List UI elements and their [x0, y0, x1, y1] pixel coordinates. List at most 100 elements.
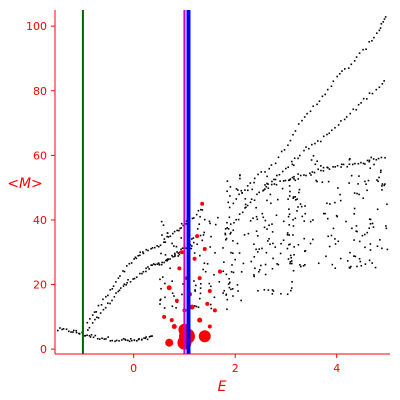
black-data-point	[198, 297, 201, 300]
black-data-point	[160, 287, 162, 290]
black-data-point	[289, 178, 292, 180]
black-data-point	[232, 202, 235, 205]
black-data-point	[264, 263, 267, 266]
black-data-point	[349, 112, 352, 115]
black-data-point	[98, 338, 101, 340]
black-data-point	[124, 339, 127, 341]
black-data-point	[95, 311, 98, 313]
black-data-point	[300, 205, 303, 208]
black-data-point	[330, 234, 333, 237]
black-data-point	[239, 174, 241, 176]
black-data-point	[373, 163, 375, 166]
black-data-point	[224, 228, 227, 230]
black-data-point	[273, 178, 275, 181]
black-data-point	[364, 163, 366, 165]
black-data-point	[255, 230, 258, 232]
black-data-point	[174, 255, 176, 258]
black-data-point	[214, 252, 216, 254]
black-data-point	[287, 166, 290, 169]
black-data-point	[264, 219, 267, 222]
black-data-point	[327, 166, 329, 169]
black-data-point	[289, 139, 292, 142]
y-tick-label: 20	[33, 279, 47, 292]
black-data-point	[336, 164, 339, 167]
black-data-point	[299, 265, 302, 268]
black-data-point	[121, 339, 123, 341]
black-data-point	[154, 263, 156, 266]
black-data-point	[340, 166, 342, 168]
black-data-point	[266, 228, 268, 230]
black-data-point	[355, 225, 358, 227]
black-data-point	[113, 295, 116, 298]
black-data-point	[241, 192, 243, 194]
black-data-point	[119, 287, 122, 289]
black-data-point	[337, 124, 340, 126]
black-data-point	[292, 234, 294, 236]
black-data-point	[243, 234, 246, 236]
black-data-point	[194, 289, 196, 291]
black-data-point	[289, 261, 292, 263]
black-data-point	[238, 193, 240, 196]
black-data-point	[371, 262, 373, 264]
black-data-point	[223, 289, 226, 292]
black-data-point	[247, 232, 250, 235]
black-data-point	[354, 162, 356, 165]
black-data-point	[275, 183, 278, 186]
black-data-point	[176, 229, 178, 232]
black-data-point	[281, 187, 284, 190]
black-data-point	[274, 178, 277, 181]
black-data-point	[263, 226, 266, 229]
black-data-point	[253, 255, 256, 258]
black-data-point	[266, 175, 268, 178]
black-data-point	[229, 195, 231, 197]
red-data-point	[202, 247, 207, 252]
black-data-point	[366, 231, 369, 234]
black-data-point	[182, 283, 184, 285]
x-tick-label: 2	[232, 362, 239, 375]
black-data-point	[264, 273, 267, 276]
black-data-point	[241, 211, 244, 214]
black-data-point	[357, 183, 359, 185]
black-data-point	[365, 48, 367, 51]
black-data-point	[312, 155, 315, 157]
black-data-point	[332, 166, 334, 168]
black-data-point	[325, 255, 327, 258]
black-data-point	[346, 260, 349, 262]
black-data-point	[199, 254, 201, 257]
black-data-point	[382, 21, 385, 23]
black-data-point	[277, 198, 279, 201]
black-data-point	[145, 270, 147, 273]
black-data-point	[337, 187, 339, 189]
black-data-point	[367, 179, 370, 182]
black-data-point	[267, 187, 270, 190]
black-data-point	[174, 254, 176, 256]
black-data-point	[195, 305, 198, 308]
red-data-point	[179, 250, 184, 255]
black-data-point	[381, 189, 383, 191]
black-data-point	[362, 162, 365, 165]
black-data-point	[355, 230, 358, 232]
black-data-point	[358, 193, 360, 196]
black-data-point	[72, 331, 74, 333]
black-data-point	[253, 243, 255, 245]
black-data-point	[65, 328, 68, 331]
black-data-point	[334, 126, 336, 129]
black-data-point	[267, 289, 270, 291]
black-data-point	[379, 171, 382, 174]
black-data-point	[240, 299, 242, 302]
black-data-point	[210, 235, 212, 238]
black-data-point	[89, 318, 91, 320]
black-data-point	[288, 234, 291, 236]
black-data-point	[314, 142, 316, 145]
black-data-point	[229, 186, 232, 188]
black-data-point	[334, 267, 337, 270]
black-data-point	[217, 216, 219, 219]
black-data-point	[317, 168, 319, 171]
black-data-point	[201, 239, 204, 242]
black-data-point	[142, 252, 145, 255]
black-data-point	[159, 303, 161, 305]
y-axis-title: <M>	[7, 176, 43, 192]
black-data-point	[299, 264, 301, 266]
black-data-point	[350, 63, 353, 66]
black-data-point	[298, 154, 301, 157]
